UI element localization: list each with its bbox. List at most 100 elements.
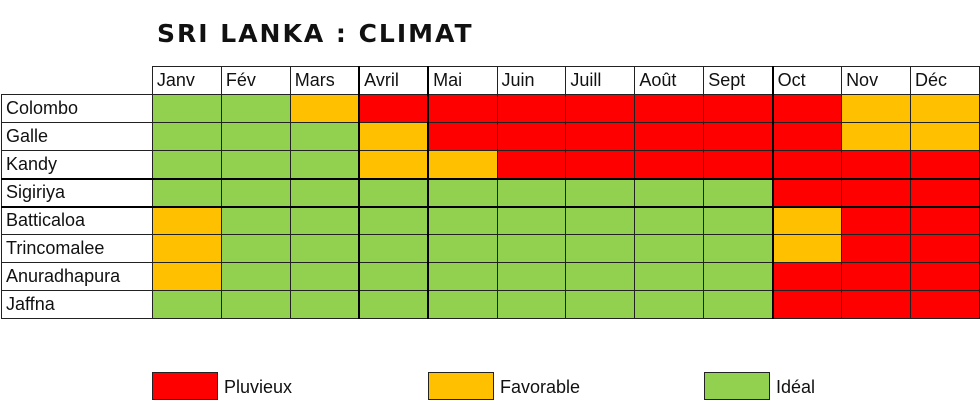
city-label: Batticaloa — [1, 205, 153, 235]
climate-cell — [427, 290, 498, 319]
climate-cell — [496, 290, 567, 319]
legend-swatch — [428, 372, 494, 400]
climate-cell — [841, 234, 911, 263]
city-row: Sigiriya — [1, 177, 980, 207]
city-row: Batticaloa — [1, 205, 980, 235]
climate-cell — [151, 290, 222, 319]
legend-label: Idéal — [776, 377, 816, 397]
climate-cell — [634, 150, 705, 179]
climate-cell — [565, 205, 636, 235]
climate-cell — [358, 262, 429, 291]
climate-cell — [634, 262, 705, 291]
climate-cell — [565, 94, 636, 123]
climate-cell — [909, 94, 980, 123]
month-header-row: Janv Fév Mars Avril Mai Juin Juill Août Sept Oct N… — [1, 66, 980, 95]
month-header: Déc — [909, 66, 980, 95]
month-header: Mai — [427, 66, 498, 95]
climate-cell — [841, 177, 911, 207]
climate-cell — [703, 94, 774, 123]
climate-cell — [427, 94, 498, 123]
climate-cell — [634, 177, 705, 207]
climate-cell — [841, 94, 911, 123]
climate-cell — [496, 150, 567, 179]
climate-cell — [220, 234, 291, 263]
climate-cell — [427, 205, 498, 235]
month-header: Janv — [151, 66, 222, 95]
climate-cell — [220, 205, 291, 235]
climate-cell — [358, 94, 429, 123]
city-label: Kandy — [1, 150, 153, 179]
climate-cell — [220, 262, 291, 291]
climate-cell — [289, 290, 360, 319]
chart-title: SRI LANKA : CLIMAT — [157, 19, 474, 48]
city-row: Colombo — [1, 94, 980, 123]
month-header: Avril — [358, 66, 429, 95]
climate-cell — [841, 205, 911, 235]
climate-cell — [634, 94, 705, 123]
city-row: Trincomalee — [1, 234, 980, 263]
climate-cell — [703, 205, 774, 235]
climate-cell — [151, 94, 222, 123]
climate-cell — [771, 290, 843, 319]
climate-cell — [358, 290, 429, 319]
climate-cell — [496, 234, 567, 263]
climate-cell — [289, 150, 360, 179]
climate-cell — [496, 177, 567, 207]
climate-cell — [909, 234, 980, 263]
climate-cell — [841, 262, 911, 291]
month-header: Mars — [289, 66, 360, 95]
climate-cell — [151, 122, 222, 151]
climate-cell — [703, 290, 774, 319]
header-corner — [1, 66, 153, 95]
climate-cell — [634, 205, 705, 235]
city-row: Jaffna — [1, 290, 980, 319]
month-header: Juill — [565, 66, 636, 95]
month-header: Juin — [496, 66, 567, 95]
climate-cell — [703, 262, 774, 291]
climate-cell — [496, 262, 567, 291]
climate-cell — [771, 234, 843, 263]
climate-cell — [427, 262, 498, 291]
climate-cell — [909, 262, 980, 291]
climate-cell — [703, 122, 774, 151]
climate-cell — [909, 150, 980, 179]
climate-cell — [427, 234, 498, 263]
climate-cell — [358, 234, 429, 263]
climate-cell — [220, 122, 291, 151]
city-row: Galle — [1, 122, 980, 151]
climate-cell — [565, 234, 636, 263]
city-label: Trincomalee — [1, 234, 153, 263]
month-header: Sept — [703, 66, 774, 95]
climate-cell — [151, 262, 222, 291]
climate-cell — [909, 177, 980, 207]
climate-cell — [771, 205, 843, 235]
climate-cell — [909, 122, 980, 151]
climate-cell — [220, 177, 291, 207]
climate-cell — [841, 290, 911, 319]
climate-cell — [565, 262, 636, 291]
climate-cell — [220, 290, 291, 319]
climate-cell — [496, 205, 567, 235]
climate-cell — [358, 122, 429, 151]
legend-label: Favorable — [500, 377, 581, 397]
climate-cell — [289, 122, 360, 151]
climate-cell — [565, 122, 636, 151]
city-row: Kandy — [1, 150, 980, 179]
climate-rows: Colombo Galle Kandy Sigiriya Batticaloa Trinc… — [1, 94, 980, 319]
climate-cell — [289, 177, 360, 207]
month-header: Fév — [220, 66, 291, 95]
climate-table: Janv Fév Mars Avril Mai Juin Juill Août Sept Oct N… — [1, 66, 980, 319]
climate-cell — [151, 150, 222, 179]
climate-cell — [634, 234, 705, 263]
climate-cell — [289, 205, 360, 235]
climate-cell — [151, 234, 222, 263]
climate-cell — [358, 150, 429, 179]
climate-cell — [634, 290, 705, 319]
climate-cell — [841, 150, 911, 179]
climate-cell — [703, 177, 774, 207]
climate-cell — [496, 94, 567, 123]
month-header: Nov — [841, 66, 911, 95]
climate-cell — [427, 122, 498, 151]
climate-cell — [151, 205, 222, 235]
climate-cell — [496, 122, 567, 151]
